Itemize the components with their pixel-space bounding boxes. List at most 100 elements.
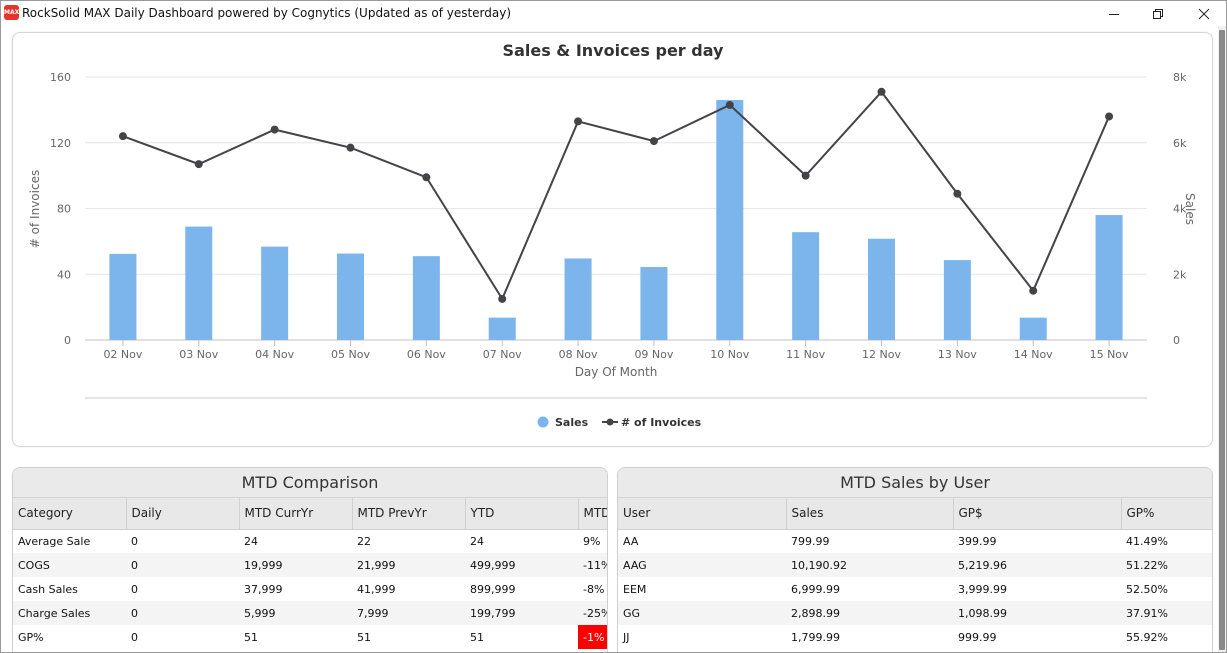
table-cell: 52.50%	[1121, 577, 1212, 601]
invoices-point[interactable]	[346, 143, 355, 152]
minimize-button[interactable]	[1091, 1, 1137, 26]
table-cell: JJ	[618, 625, 786, 649]
invoices-line	[122, 90, 1110, 302]
table-cell: 37,999	[239, 577, 352, 601]
table-row[interactable]: EEM 6,999.99 3,999.99 52.50%	[618, 577, 1212, 601]
invoices-point[interactable]	[877, 87, 886, 96]
x-tick-label: 09 Nov	[634, 348, 673, 361]
column-header[interactable]: Sales	[786, 498, 954, 530]
column-header[interactable]: Daily	[126, 498, 240, 530]
table-header-row: User Sales GP$ GP%	[618, 498, 1212, 530]
table-cell: 5,219.96	[953, 553, 1121, 577]
invoices-point[interactable]	[270, 125, 279, 134]
invoices-point[interactable]	[1029, 286, 1038, 295]
sales-bar[interactable]	[337, 253, 364, 340]
y-right-tick-label: 0	[1173, 334, 1180, 347]
vertical-scrollbar[interactable]	[1218, 26, 1226, 652]
sales-bar[interactable]	[868, 238, 895, 340]
sales-invoices-chart: Sales & Invoices per day 0 40 80 120 160 0 2k 4…	[28, 41, 1197, 429]
sales-bar[interactable]	[716, 100, 744, 340]
sales-bar[interactable]	[261, 246, 289, 340]
table-row[interactable]: Cash Sales 0 37,999 41,999 899,999 -8%	[13, 577, 607, 601]
table-cell: 1,098.99	[953, 601, 1121, 625]
restore-button[interactable]	[1135, 1, 1181, 26]
table-row[interactable]: JJ 1,799.99 999.99 55.92%	[618, 625, 1212, 649]
table-cell: 199,799	[465, 601, 578, 625]
table-cell: AA	[618, 529, 786, 553]
y-left-tick-label: 160	[50, 71, 71, 84]
sales-bar[interactable]	[792, 232, 820, 340]
table-cell: 0	[126, 577, 239, 601]
table-cell: 24	[239, 529, 352, 553]
x-tick-label: 12 Nov	[862, 348, 901, 361]
table-row[interactable]: AA 799.99 399.99 41.49%	[618, 529, 1212, 553]
table-cell: 51	[465, 625, 578, 649]
table-cell: 899,999	[465, 577, 578, 601]
x-tick-label: 14 Nov	[1014, 348, 1053, 361]
x-tick-label: 05 Nov	[331, 348, 370, 361]
sales-bar[interactable]	[1019, 317, 1047, 340]
table-cell: 1,799.99	[786, 625, 953, 649]
close-button[interactable]	[1181, 1, 1226, 26]
invoices-point[interactable]	[953, 189, 962, 198]
table-cell: 399.99	[953, 529, 1121, 553]
table-cell: -1%	[578, 625, 607, 649]
sales-bar[interactable]	[1095, 215, 1123, 340]
column-header[interactable]: YTD	[465, 498, 579, 530]
chart-title: Sales & Invoices per day	[503, 41, 724, 60]
invoices-point[interactable]	[725, 100, 734, 109]
table-cell: 21,999	[352, 553, 465, 577]
sales-bar[interactable]	[488, 317, 516, 340]
invoices-point[interactable]	[801, 171, 810, 180]
invoices-point[interactable]	[574, 117, 583, 126]
table-cell: 51.22%	[1121, 553, 1212, 577]
table-cell: EEM	[618, 577, 786, 601]
column-header[interactable]: GP$	[953, 498, 1122, 530]
column-header[interactable]: User	[618, 498, 787, 530]
invoices-point[interactable]	[194, 160, 203, 169]
legend-item-invoices[interactable]: # of Invoices	[602, 416, 702, 429]
table-cell: COGS	[13, 553, 126, 577]
mtd-sales-by-user-panel: MTD Sales by User User Sales GP$ GP% AA 799.…	[617, 467, 1213, 652]
x-tick-label: 10 Nov	[710, 348, 749, 361]
sales-bar[interactable]	[412, 256, 440, 340]
invoices-point[interactable]	[498, 294, 507, 303]
y-left-tick-label: 80	[57, 203, 71, 216]
sales-invoices-chart-card: Sales & Invoices per day 0 40 80 120 160 0 2k 4…	[12, 32, 1213, 447]
sales-bar[interactable]	[109, 253, 137, 340]
table-row[interactable]: GP% 0 51 51 51 -1%	[13, 625, 607, 649]
mtd-comparison-table: Category Daily MTD CurrYr MTD PrevYr YTD MTD …	[13, 498, 607, 649]
y-left-tick-label: 120	[50, 137, 71, 150]
invoices-point[interactable]	[118, 132, 127, 141]
legend-sales-label: Sales	[555, 416, 589, 429]
column-header[interactable]: Category	[13, 498, 127, 530]
invoices-point[interactable]	[422, 173, 431, 182]
table-cell: GG	[618, 601, 786, 625]
table-row[interactable]: Average Sale 0 24 22 24 9%	[13, 529, 607, 553]
invoices-point[interactable]	[1105, 112, 1114, 121]
sales-bar[interactable]	[640, 267, 668, 340]
column-header[interactable]: MTD PrevYr	[352, 498, 466, 530]
y-right-tick-label: 4k	[1173, 203, 1187, 216]
mtd-comparison-title: MTD Comparison	[13, 468, 607, 498]
table-row[interactable]: AAG 10,190.92 5,219.96 51.22%	[618, 553, 1212, 577]
sales-bar[interactable]	[564, 258, 592, 340]
table-cell: 0	[126, 529, 239, 553]
invoices-point[interactable]	[649, 137, 658, 146]
x-tick-label: 02 Nov	[103, 348, 142, 361]
table-cell: 22	[352, 529, 465, 553]
mtd-sales-by-user-table: User Sales GP$ GP% AA 799.99 399.99 41.49% AAG 1…	[618, 498, 1212, 649]
column-header[interactable]: MTD	[578, 498, 607, 530]
scrollbar-thumb[interactable]	[1219, 30, 1225, 650]
table-cell: 6,999.99	[786, 577, 953, 601]
column-header[interactable]: MTD CurrYr	[239, 498, 353, 530]
mtd-sales-by-user-title: MTD Sales by User	[618, 468, 1212, 498]
table-row[interactable]: GG 2,898.99 1,098.99 37.91%	[618, 601, 1212, 625]
column-header[interactable]: GP%	[1121, 498, 1212, 530]
legend-item-sales[interactable]: Sales	[537, 416, 589, 429]
y-right-tick-label: 2k	[1173, 268, 1187, 281]
sales-bar[interactable]	[943, 260, 971, 340]
sales-bar[interactable]	[185, 226, 213, 340]
